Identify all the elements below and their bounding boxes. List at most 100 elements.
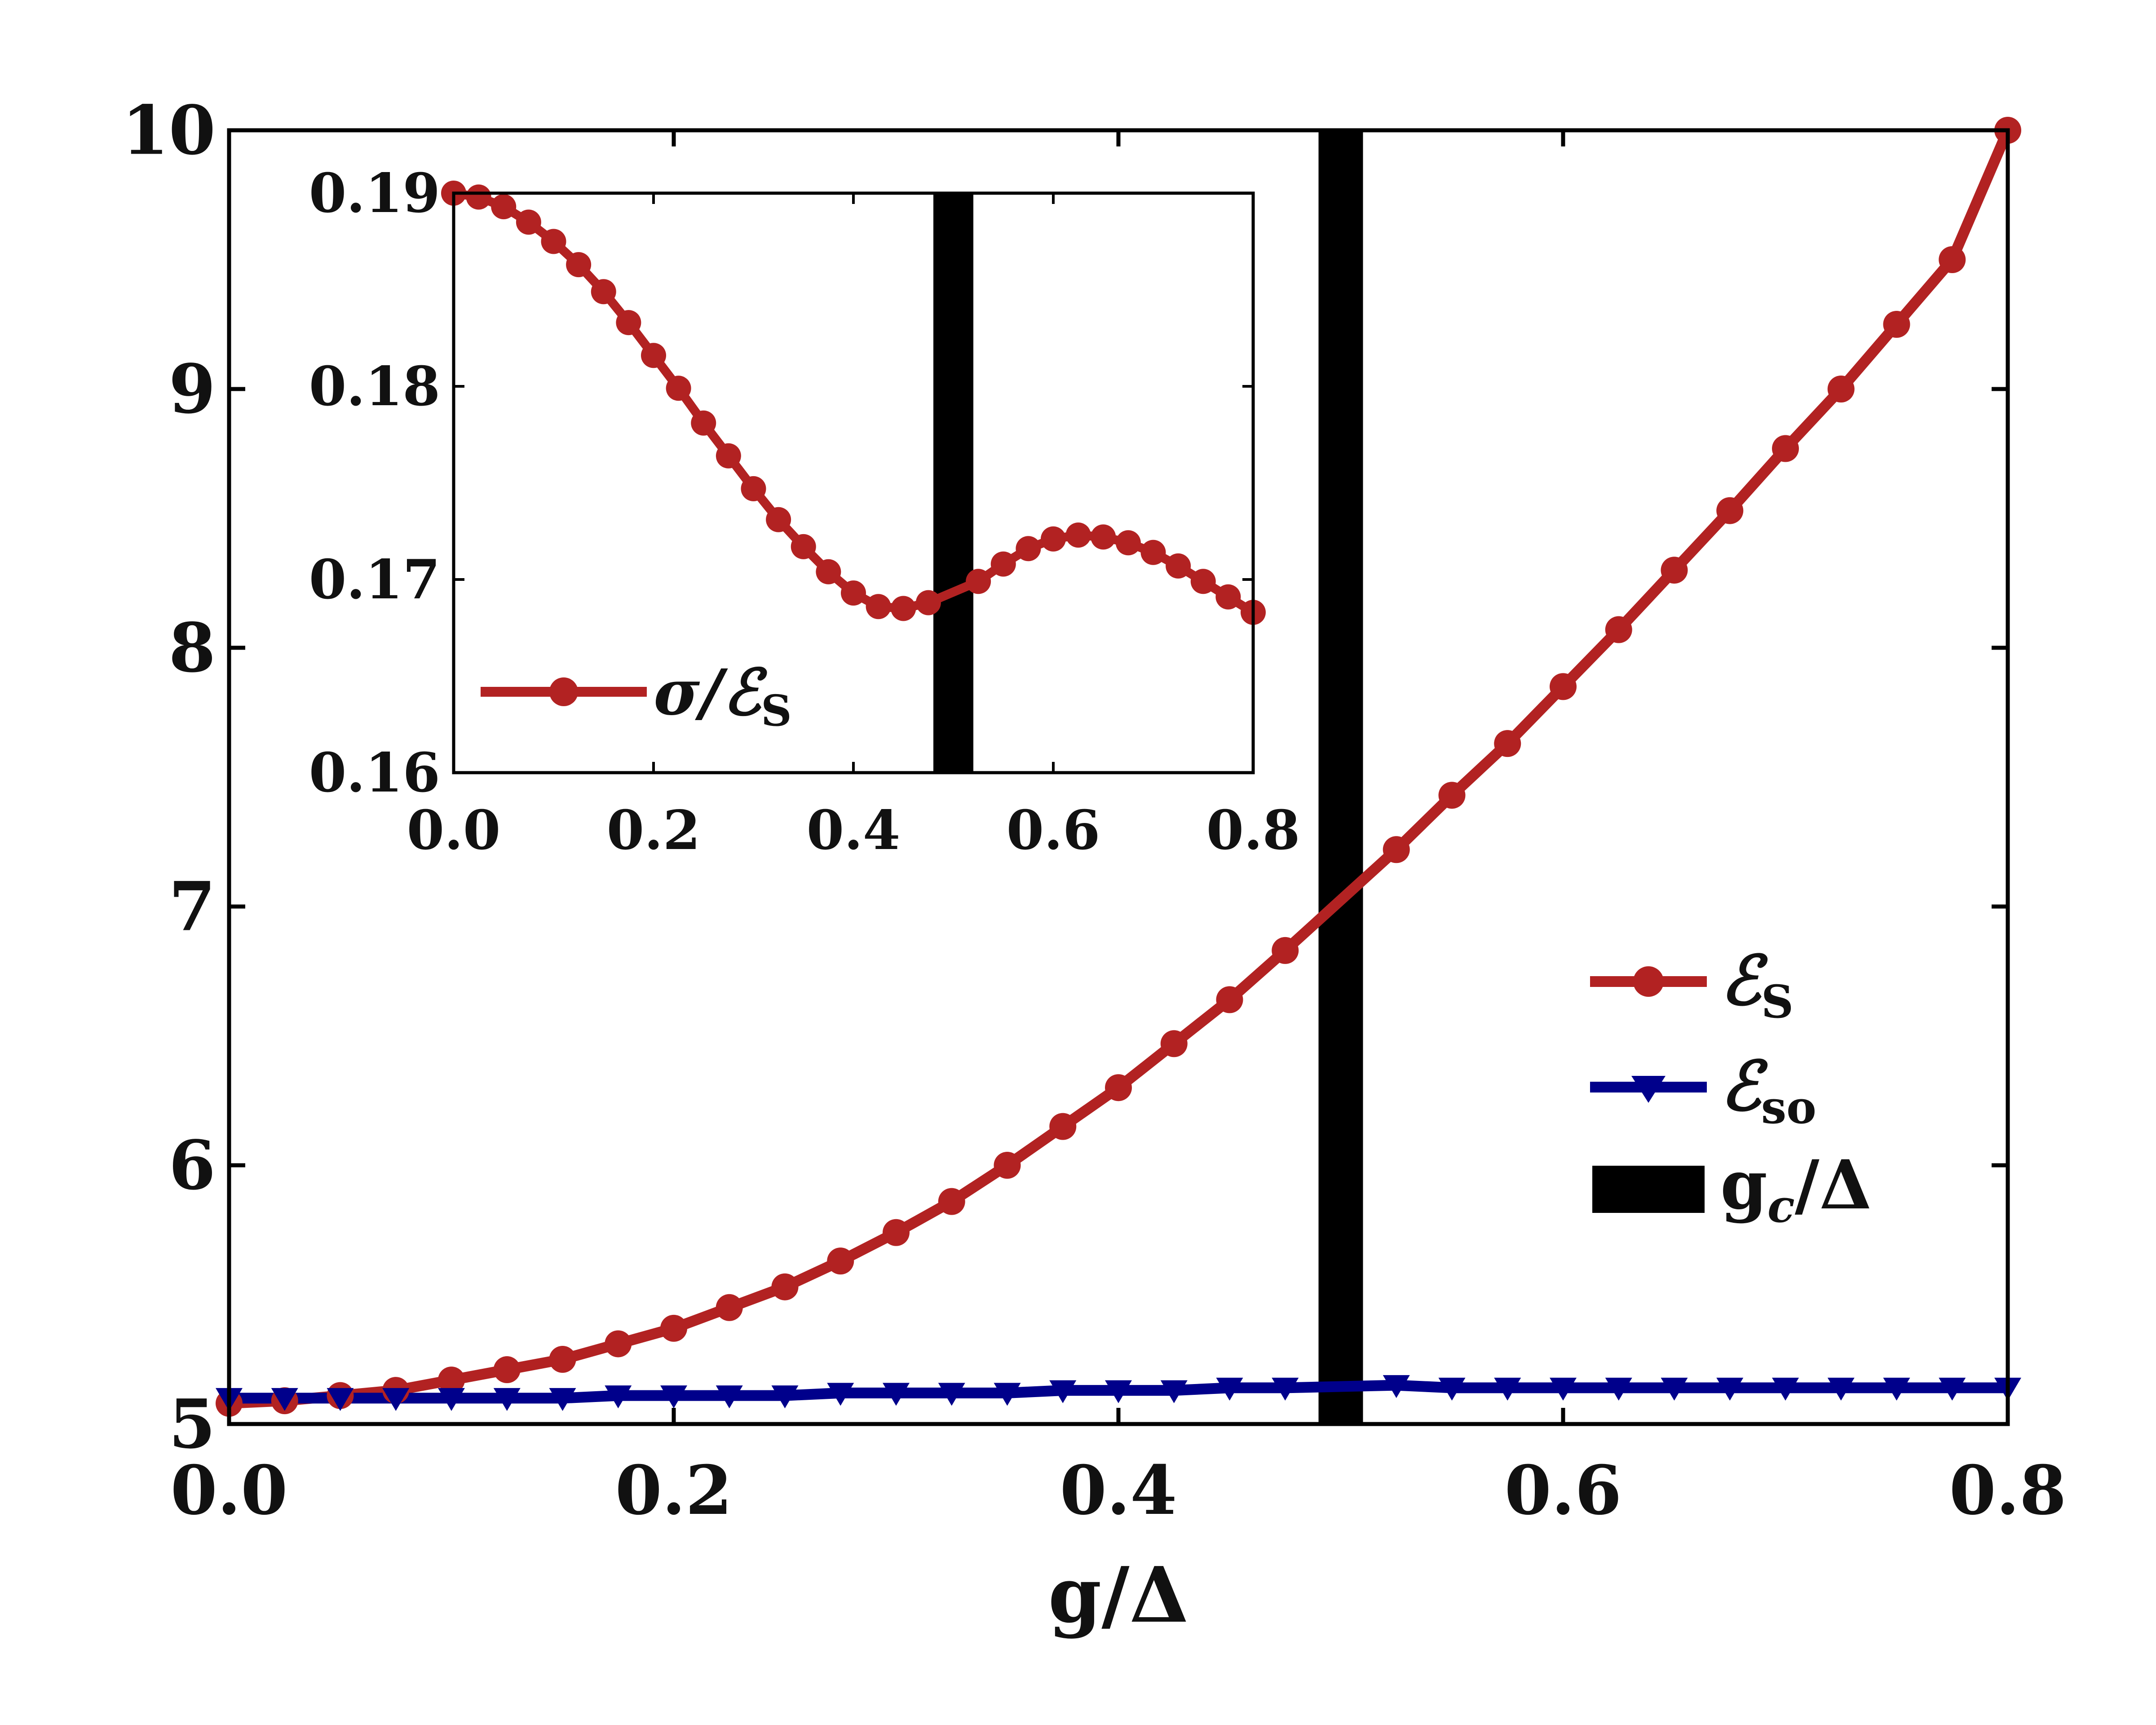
main-series-0-point	[660, 1314, 687, 1342]
inset-series-0-point	[691, 410, 716, 436]
main-series-1-point	[1661, 1377, 1688, 1401]
main-series-0-point	[1438, 782, 1466, 809]
main-series-0-point	[1716, 497, 1744, 524]
inset-ticks	[452, 192, 1255, 774]
main-series-0-point	[771, 1273, 799, 1300]
main-series-0-point	[994, 1152, 1021, 1179]
inset-series-0-point	[891, 596, 916, 621]
inset-series-0-point	[841, 580, 866, 606]
inset-series-0-point	[716, 443, 741, 469]
main-y-tick-label: 9	[169, 350, 216, 429]
inset-series-0-point	[1166, 553, 1191, 579]
main-series-1-point	[938, 1383, 965, 1406]
inset-series-0-point	[541, 229, 566, 254]
legend-eso-sub: so	[1761, 1081, 1816, 1134]
main-series-1-point	[1827, 1377, 1855, 1401]
inset-series-0-point	[1016, 536, 1041, 562]
main-critical-band-rect	[1318, 130, 1363, 1424]
legend-gc-swatch	[1592, 1166, 1705, 1213]
main-series-0-point	[493, 1356, 521, 1384]
main-series-0-point	[1494, 730, 1521, 757]
main-legend: ℰS ℰso gc/Δ	[1590, 941, 1872, 1233]
inset-series-0-point	[816, 559, 841, 584]
inset-series-0-point	[741, 476, 766, 501]
inset-series-0-point	[666, 376, 691, 401]
inset-critical-band-rect	[933, 193, 973, 773]
legend-eso-marker	[1631, 1076, 1666, 1103]
main-series-0-point	[1383, 836, 1410, 863]
inset-series-0-point	[766, 507, 791, 532]
legend-gc-sub: c	[1767, 1180, 1795, 1233]
main-series-0-point	[1272, 937, 1299, 964]
main-series-1-point	[1438, 1377, 1466, 1401]
inset-series-0-point	[791, 534, 816, 559]
main-series-1-point	[771, 1385, 799, 1409]
main-series-0-point	[549, 1346, 576, 1373]
main-series-1-point	[438, 1388, 465, 1411]
main-series-1-point	[1272, 1377, 1299, 1401]
legend-es-label: ℰS	[1720, 941, 1794, 1028]
main-series-1-point	[327, 1388, 354, 1411]
inset-series-0-point	[915, 590, 941, 615]
inset-legend-marker	[549, 677, 578, 706]
main-series-0-point	[1939, 246, 1966, 273]
inset-series-0-point	[566, 252, 592, 278]
main-series-0-point	[938, 1188, 965, 1215]
main-series-1-point	[1772, 1377, 1799, 1401]
legend-gc-text: g	[1720, 1146, 1767, 1225]
main-series-1-point	[382, 1388, 410, 1411]
main-series-1-point	[660, 1385, 687, 1409]
legend-entry-eso: ℰso	[1590, 1047, 1816, 1134]
main-series-0-point	[1772, 435, 1799, 462]
main-series-1-point	[994, 1383, 1021, 1406]
main-series-0-point	[883, 1219, 910, 1246]
legend-es-sub: S	[1761, 975, 1794, 1028]
inset-legend: σ/ℰS	[481, 656, 792, 736]
inset-series-0-point	[466, 184, 491, 210]
inset-legend-label: σ/ℰS	[654, 656, 792, 736]
main-series-1-point	[716, 1385, 743, 1409]
inset-x-tick-label: 0.2	[607, 799, 701, 862]
inset-series-0-point	[1140, 540, 1166, 565]
main-series-1-line	[229, 1380, 2008, 1404]
main-series-0-point	[1049, 1113, 1077, 1140]
main-x-tick-label: 0.8	[1949, 1451, 2067, 1530]
main-series-0-point	[1605, 616, 1632, 643]
inset-series-markers	[441, 181, 1266, 625]
inset-y-tick-label: 0.17	[309, 548, 440, 611]
legend-es-symbol: ℰ	[1720, 941, 1768, 1020]
inset-series-0-point	[866, 594, 891, 619]
inset-y-tick-label: 0.19	[309, 162, 440, 225]
main-x-tick-labels: 0.0 0.2 0.4 0.6 0.8	[171, 1451, 2067, 1530]
critical-band	[1318, 130, 1363, 1424]
main-series-1-point	[1550, 1377, 1577, 1401]
inset-y-tick-labels: 0.16 0.17 0.18 0.19	[309, 162, 440, 805]
main-x-tick-label: 0.0	[171, 1451, 288, 1530]
main-x-tick-label: 0.6	[1505, 1451, 1622, 1530]
inset-series-0-point	[1115, 530, 1141, 556]
inset-x-tick-label: 0.8	[1206, 799, 1300, 862]
inset-series-0-point	[1190, 569, 1216, 594]
main-series-0-point	[1661, 557, 1688, 584]
inset-x-tick-label: 0.0	[407, 799, 501, 862]
main-series-1-point	[1383, 1375, 1410, 1398]
main-y-tick-label: 6	[169, 1126, 216, 1205]
main-series-1-point	[1883, 1377, 1910, 1401]
legend-gc-suffix: /Δ	[1795, 1146, 1872, 1225]
inset-series-0-point	[1041, 526, 1066, 552]
main-ticks	[227, 128, 2010, 1426]
main-series-0-point	[438, 1367, 465, 1394]
legend-entry-es: ℰS	[1590, 941, 1794, 1028]
inset-plot: 0.0 0.2 0.4 0.6 0.8 0.16 0.17 0.18 0.19 σ/ℰS	[309, 162, 1300, 862]
main-series-0-point	[1883, 311, 1910, 338]
main-y-tick-label: 5	[169, 1385, 216, 1464]
inset-y-tick-label: 0.18	[309, 355, 440, 418]
inset-series-0-point	[1065, 522, 1091, 548]
main-series-0-point	[827, 1247, 854, 1275]
main-series-1-point	[883, 1383, 910, 1406]
main-series-1-point	[1716, 1377, 1744, 1401]
main-series-1-point	[549, 1388, 576, 1411]
main-series-1-point	[493, 1388, 521, 1411]
legend-eso-label: ℰso	[1720, 1047, 1816, 1134]
